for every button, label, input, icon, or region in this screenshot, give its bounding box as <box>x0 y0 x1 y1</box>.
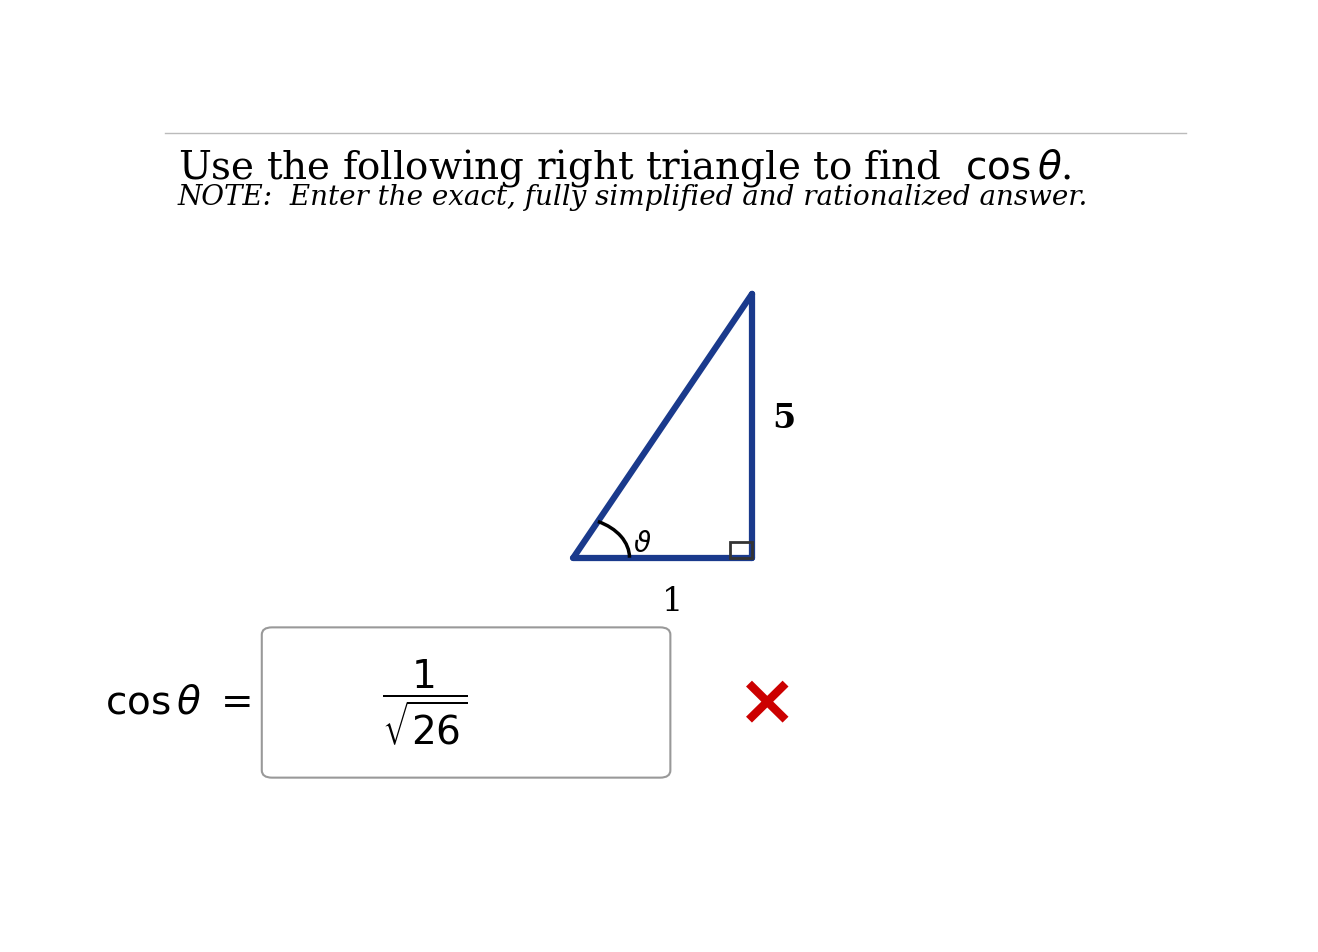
Text: 1: 1 <box>663 585 684 618</box>
Text: NOTE:  Enter the exact, fully simplified and rationalized answer.: NOTE: Enter the exact, fully simplified … <box>178 184 1089 211</box>
Text: $\vartheta$: $\vartheta$ <box>633 531 651 558</box>
Text: Use the following right triangle to find  $\cos\theta$.: Use the following right triangle to find… <box>178 148 1072 189</box>
Text: $\dfrac{1}{\sqrt{26}}$: $\dfrac{1}{\sqrt{26}}$ <box>382 658 468 748</box>
FancyBboxPatch shape <box>262 627 671 778</box>
Bar <box>730 542 753 558</box>
Text: 5: 5 <box>772 402 796 435</box>
Text: $\cos\theta\ =$: $\cos\theta\ =$ <box>105 684 252 722</box>
Text: $\mathbf{\times}$: $\mathbf{\times}$ <box>735 667 789 739</box>
